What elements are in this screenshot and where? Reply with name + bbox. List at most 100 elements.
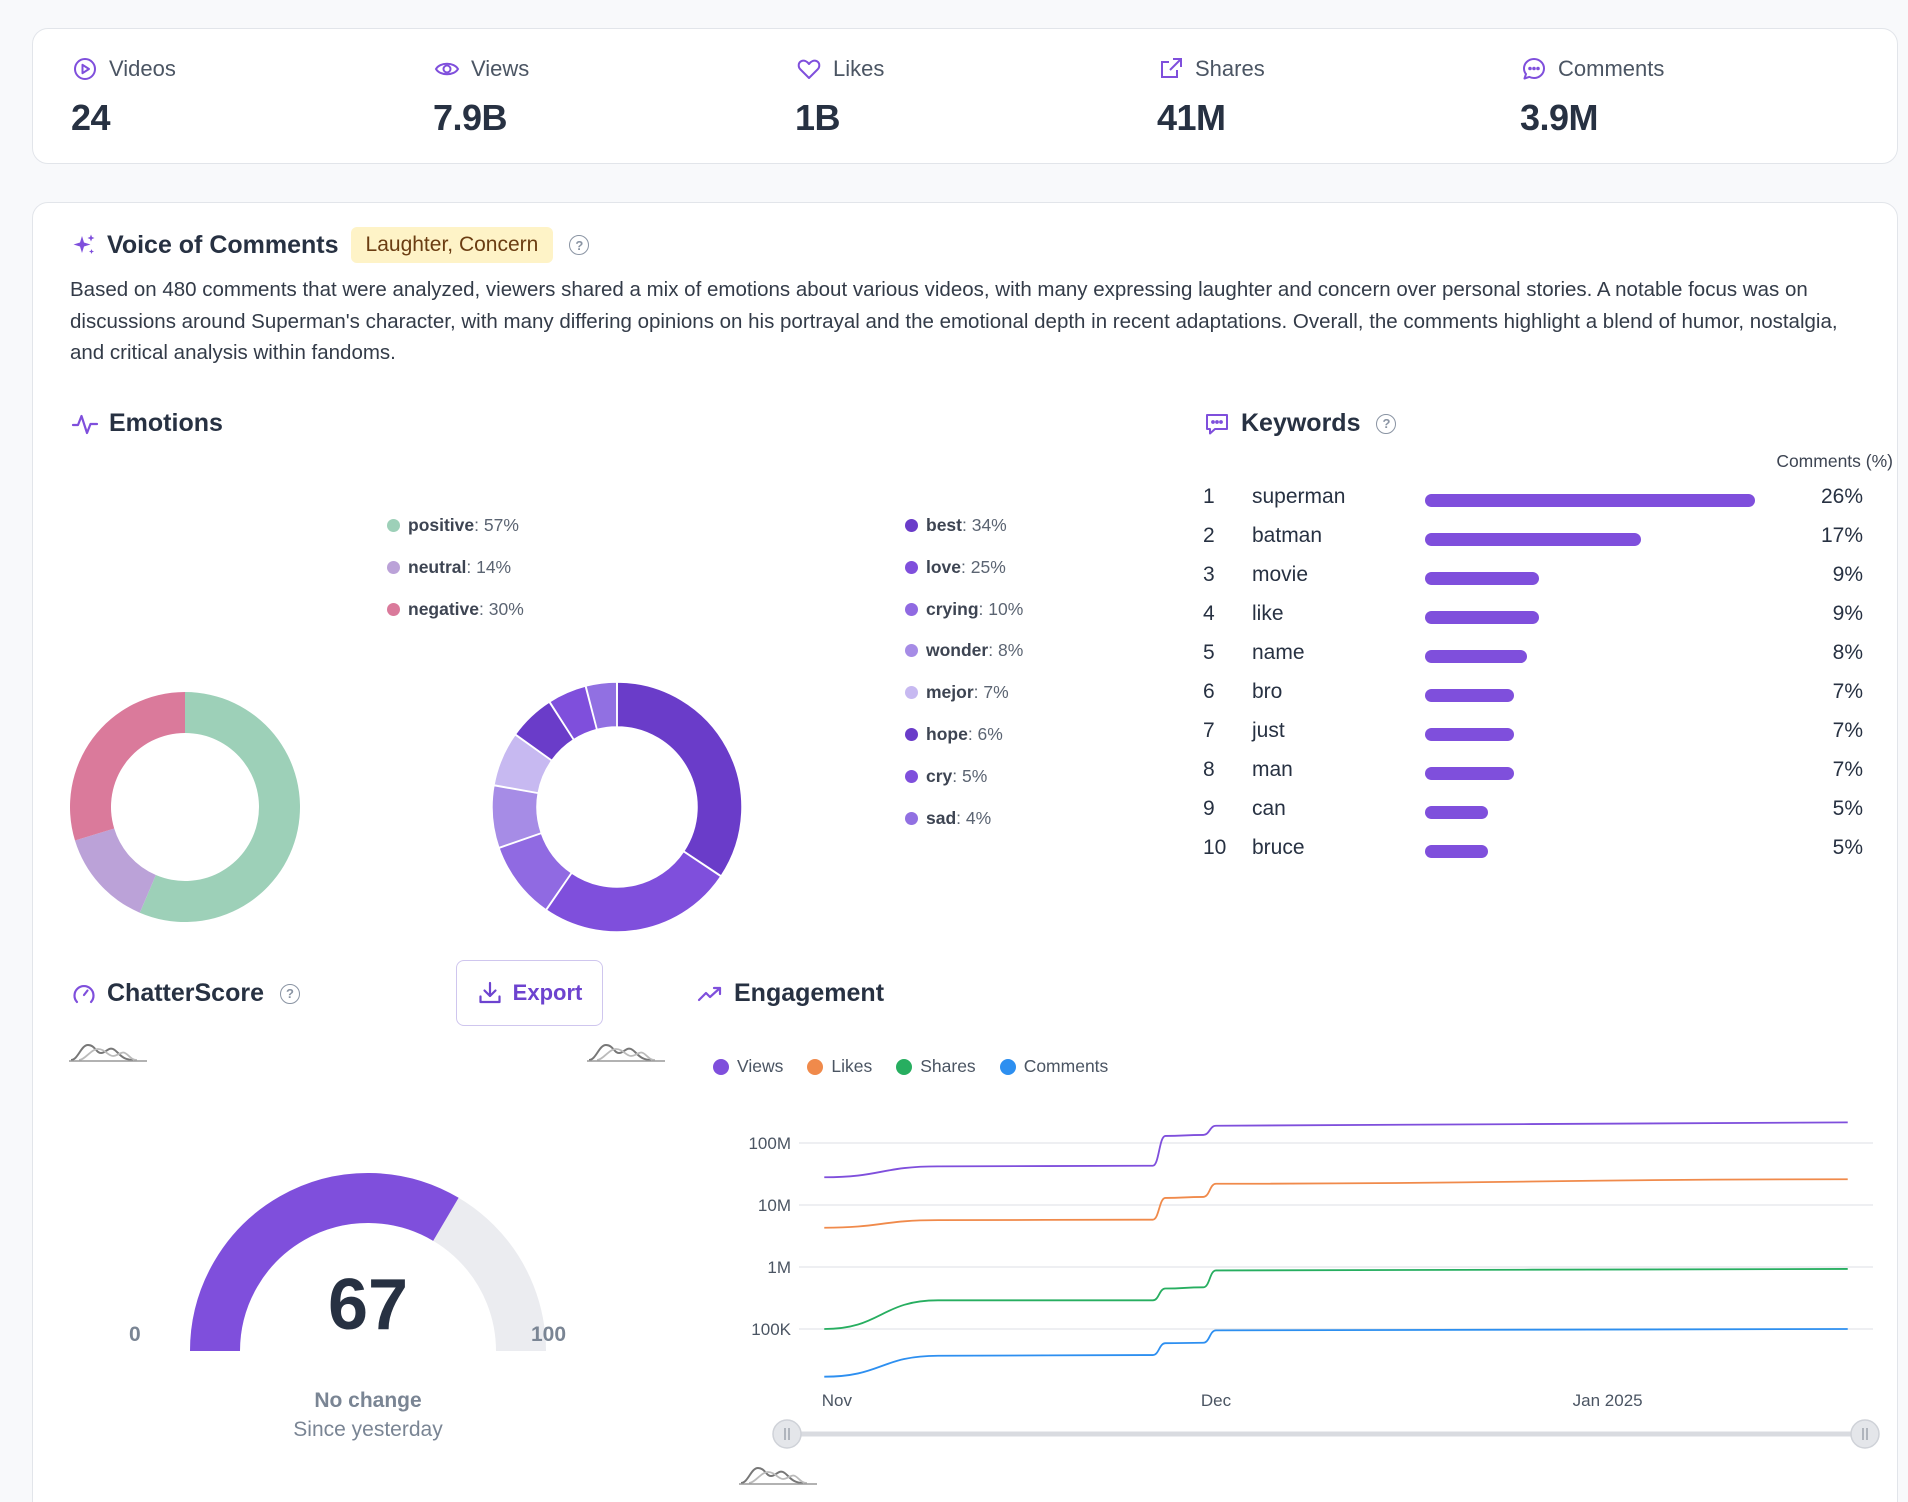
legend-likes[interactable]: Likes <box>807 1056 872 1077</box>
keyword-row[interactable]: 9 can 5% <box>1203 797 1863 829</box>
keyword-row[interactable]: 4 like 9% <box>1203 602 1863 634</box>
keywords-header: Keywords ? <box>1203 409 1397 438</box>
voice-summary: Based on 480 comments that were analyzed… <box>70 278 1838 364</box>
y-tick-label: 100M <box>748 1134 791 1153</box>
legend-value: : 4% <box>956 807 992 828</box>
legend-views[interactable]: Views <box>713 1056 783 1077</box>
help-icon[interactable]: ? <box>1376 413 1397 434</box>
donut-slice-sad[interactable] <box>584 681 618 731</box>
legend-shares[interactable]: Shares <box>896 1056 976 1077</box>
keyword-row[interactable]: 1 superman 26% <box>1203 485 1863 517</box>
legend-dot <box>905 728 918 741</box>
legend-label: hope <box>926 724 968 744</box>
legend-value: : 10% <box>978 598 1024 619</box>
legend-value: : 8% <box>988 640 1024 661</box>
legend-item-negative[interactable]: negative: 30% <box>387 599 524 620</box>
legend-text: crying: 10% <box>926 599 1023 620</box>
keyword-row[interactable]: 10 bruce 5% <box>1203 836 1863 868</box>
x-tick-label: Jan 2025 <box>1573 1391 1643 1410</box>
legend-item-hope[interactable]: hope: 6% <box>905 724 1003 745</box>
legend-label: love <box>926 556 962 577</box>
range-handle-end[interactable] <box>1850 1419 1880 1449</box>
legend-item-positive[interactable]: positive: 57% <box>387 515 519 536</box>
donut-slice-negative[interactable] <box>70 692 185 841</box>
legend-item-neutral[interactable]: neutral: 14% <box>387 557 511 578</box>
legend-item-sad[interactable]: sad: 4% <box>905 808 991 829</box>
legend-value: : 14% <box>466 557 512 577</box>
keyword-row[interactable]: 3 movie 9% <box>1203 563 1863 595</box>
keyword-word: bro <box>1252 680 1283 703</box>
donut-slice-positive[interactable] <box>139 692 301 922</box>
keyword-word: like <box>1252 602 1284 625</box>
legend-item-cry[interactable]: cry: 5% <box>905 766 987 787</box>
keyword-percent: 7% <box>1832 758 1863 781</box>
series-line-likes[interactable] <box>824 1178 1848 1229</box>
keyword-row[interactable]: 6 bro 7% <box>1203 680 1863 712</box>
keyword-bar <box>1425 728 1514 741</box>
keyword-bar <box>1425 689 1514 702</box>
stat-value: 41M <box>1157 97 1226 138</box>
legend-label: cry <box>926 765 953 786</box>
donut-slice-love[interactable] <box>545 850 722 933</box>
gauge-icon <box>71 981 97 1007</box>
legend-item-best[interactable]: best: 34% <box>905 515 1007 536</box>
share-icon <box>1157 55 1185 83</box>
range-handle-start[interactable] <box>772 1419 802 1449</box>
legend-label: best <box>926 515 962 535</box>
help-icon[interactable]: ? <box>280 983 300 1004</box>
legend-label: negative <box>408 599 479 619</box>
keyword-row[interactable]: 5 name 8% <box>1203 641 1863 673</box>
heart-icon <box>795 55 823 83</box>
keyword-rank: 10 <box>1203 836 1227 859</box>
donut-slice-best[interactable] <box>616 681 743 878</box>
keyword-word: name <box>1252 641 1305 664</box>
legend-value: : 5% <box>952 765 988 786</box>
keyword-word: movie <box>1252 563 1309 586</box>
score-value: 67 <box>327 1265 409 1345</box>
message-icon <box>1203 410 1231 438</box>
keyword-row[interactable]: 7 just 7% <box>1203 719 1863 751</box>
stat-label: Likes <box>833 56 885 81</box>
legend-text: mejor: 7% <box>926 682 1009 703</box>
stat-shares: Shares 41M <box>1157 53 1265 139</box>
activity-icon <box>71 410 99 438</box>
legend-dot <box>905 769 918 783</box>
keyword-row[interactable]: 2 batman 17% <box>1203 524 1863 556</box>
legend-comments[interactable]: Comments <box>999 1056 1108 1077</box>
trending-up-icon <box>696 980 724 1008</box>
export-button[interactable]: Export <box>456 960 603 1026</box>
keyword-rank: 9 <box>1203 797 1215 820</box>
distribution-icon <box>740 1466 804 1484</box>
keyword-rank: 1 <box>1203 485 1215 508</box>
help-icon[interactable]: ? <box>569 235 590 255</box>
keyword-word: just <box>1252 719 1285 742</box>
comment-icon <box>1520 55 1548 83</box>
keywords-list: 1 superman 26% 2 batman 17% 3 movie 9% 4 like 9% 5 na… <box>1203 485 1863 859</box>
keyword-percent: 9% <box>1832 563 1863 586</box>
x-tick-label: Dec <box>1201 1391 1232 1410</box>
legend-item-crying[interactable]: crying: 10% <box>905 599 1023 620</box>
series-line-comments[interactable] <box>824 1328 1848 1378</box>
legend-item-wonder[interactable]: wonder: 8% <box>905 640 1023 661</box>
legend-item-mejor[interactable]: mejor: 7% <box>905 682 1009 703</box>
stat-label: Shares <box>1195 56 1265 81</box>
donut-slice-neutral[interactable] <box>74 828 156 913</box>
keyword-row[interactable]: 8 man 7% <box>1203 758 1863 790</box>
series-line-views[interactable] <box>824 1121 1848 1179</box>
legend-dot <box>905 644 918 658</box>
distribution-icon <box>70 1043 134 1061</box>
gauge-max: 100 <box>531 1323 567 1346</box>
legend-text: love: 25% <box>926 557 1006 578</box>
keyword-word: superman <box>1252 485 1346 508</box>
legend-dot <box>387 561 400 574</box>
legend-item-love[interactable]: love: 25% <box>905 557 1006 578</box>
legend-label: positive <box>408 515 475 535</box>
keyword-bar <box>1425 572 1540 585</box>
keyword-bar <box>1425 845 1489 858</box>
legend-text: cry: 5% <box>926 766 987 787</box>
keyword-word: bruce <box>1252 836 1305 859</box>
series-line-shares[interactable] <box>824 1268 1848 1330</box>
stat-value: 7.9B <box>433 97 508 138</box>
keywords-column-label: Comments (%) <box>1776 451 1893 471</box>
keyword-word: can <box>1252 797 1286 820</box>
